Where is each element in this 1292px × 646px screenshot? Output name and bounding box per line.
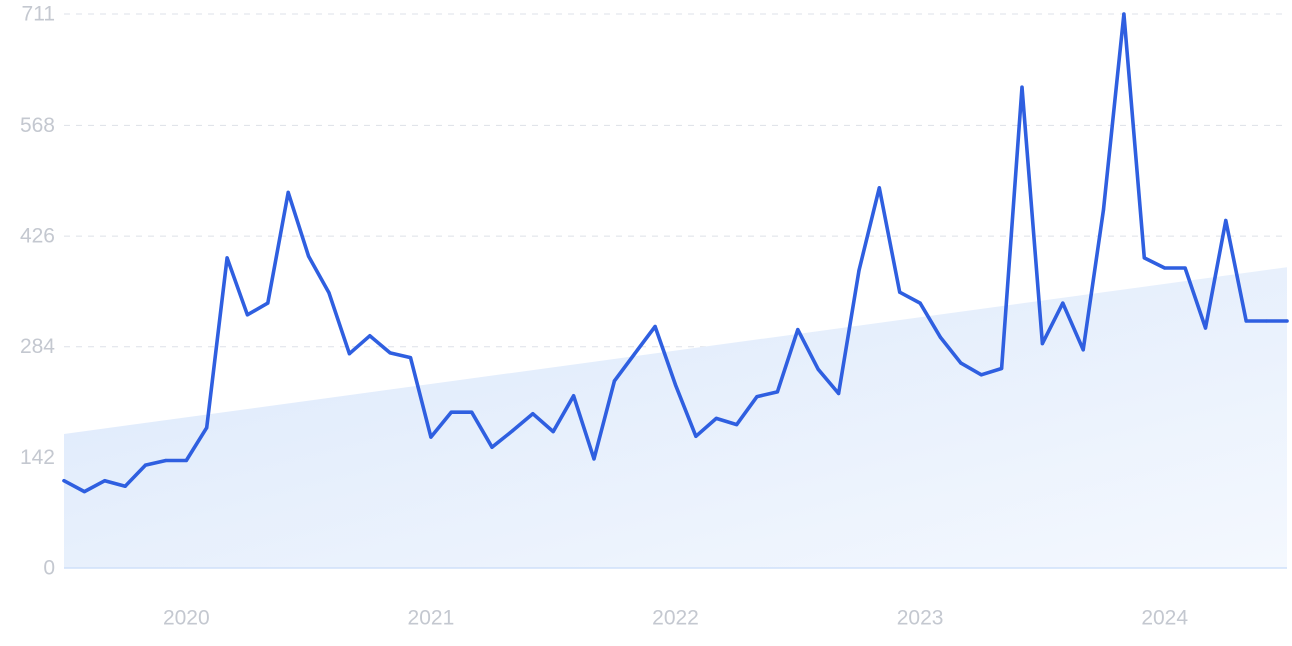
data-point-2020-02 bbox=[205, 426, 209, 430]
data-point-2021-11 bbox=[633, 352, 637, 356]
data-point-2024-07 bbox=[1285, 319, 1289, 323]
data-point-2024-03 bbox=[1203, 326, 1208, 330]
y-axis-ticks: 0 142 284 426 568 711 bbox=[20, 3, 55, 580]
data-point-2021-12 bbox=[653, 324, 657, 329]
data-point-2024-04 bbox=[1224, 218, 1228, 223]
data-point-2019-08 bbox=[82, 490, 86, 494]
x-tick-label-2022: 2022 bbox=[652, 607, 699, 630]
data-point-2020-01 bbox=[184, 458, 188, 463]
data-point-2021-02 bbox=[449, 410, 453, 414]
data-point-2020-11 bbox=[388, 351, 392, 355]
data-point-2023-09 bbox=[1081, 348, 1085, 352]
data-point-2022-06 bbox=[775, 390, 780, 394]
data-point-2020-09 bbox=[347, 352, 351, 356]
data-point-2023-05 bbox=[1000, 366, 1004, 371]
data-point-2022-08 bbox=[816, 367, 820, 371]
data-point-2022-05 bbox=[755, 395, 759, 399]
x-tick-label-2021: 2021 bbox=[408, 607, 455, 630]
data-point-2019-09 bbox=[103, 479, 107, 483]
data-point-2020-08 bbox=[327, 291, 331, 295]
trend-area bbox=[64, 267, 1287, 568]
data-point-2024-02 bbox=[1183, 266, 1187, 270]
data-point-2023-06 bbox=[1020, 85, 1024, 89]
trend-band bbox=[64, 267, 1287, 568]
data-point-2021-06 bbox=[531, 412, 535, 416]
x-axis-ticks: 2020 2021 2022 2023 2024 bbox=[163, 607, 1188, 630]
data-point-2020-06 bbox=[286, 190, 290, 194]
y-tick-label-426: 426 bbox=[20, 225, 55, 248]
data-point-2021-10 bbox=[612, 379, 617, 383]
data-point-2022-01 bbox=[673, 383, 678, 387]
data-point-2022-10 bbox=[857, 268, 861, 272]
data-point-2021-04 bbox=[490, 445, 494, 449]
data-point-2021-03 bbox=[470, 410, 474, 414]
data-point-2022-04 bbox=[735, 423, 739, 427]
y-tick-label-0: 0 bbox=[43, 557, 55, 580]
data-point-2023-03 bbox=[959, 361, 963, 365]
data-point-2022-12 bbox=[898, 290, 902, 294]
data-point-2019-11 bbox=[143, 463, 148, 467]
data-point-2021-09 bbox=[592, 457, 596, 461]
data-point-2023-04 bbox=[979, 373, 983, 377]
data-point-2019-10 bbox=[123, 484, 127, 488]
data-point-2022-11 bbox=[877, 186, 881, 190]
data-point-2023-01 bbox=[918, 301, 922, 305]
data-point-2021-05 bbox=[510, 429, 514, 433]
data-point-2023-11 bbox=[1122, 12, 1126, 16]
y-tick-label-711: 711 bbox=[22, 3, 55, 26]
data-point-2021-01 bbox=[429, 435, 433, 439]
data-point-2023-10 bbox=[1101, 208, 1106, 212]
data-point-2024-06 bbox=[1265, 319, 1269, 323]
data-point-2019-07 bbox=[62, 479, 66, 483]
y-tick-label-142: 142 bbox=[20, 446, 55, 469]
data-point-2021-07 bbox=[551, 430, 555, 434]
data-point-2022-09 bbox=[837, 391, 841, 396]
data-point-2020-05 bbox=[266, 301, 270, 305]
x-tick-label-2020: 2020 bbox=[163, 607, 210, 630]
data-point-2021-08 bbox=[572, 394, 576, 398]
data-point-2023-12 bbox=[1142, 256, 1146, 260]
data-point-2022-02 bbox=[694, 434, 698, 438]
data-point-2023-08 bbox=[1061, 301, 1065, 305]
data-point-2024-05 bbox=[1244, 319, 1248, 323]
data-point-2020-07 bbox=[307, 254, 311, 258]
data-point-2024-01 bbox=[1163, 266, 1167, 270]
data-point-2022-03 bbox=[714, 416, 718, 420]
data-point-2023-02 bbox=[938, 335, 943, 339]
data-point-2023-07 bbox=[1040, 342, 1044, 346]
y-tick-label-568: 568 bbox=[20, 114, 55, 137]
x-tick-label-2024: 2024 bbox=[1141, 607, 1188, 630]
y-tick-label-284: 284 bbox=[20, 335, 55, 358]
data-point-2020-04 bbox=[245, 313, 249, 317]
x-tick-label-2023: 2023 bbox=[897, 607, 944, 630]
data-point-2020-12 bbox=[408, 356, 413, 360]
data-point-2019-12 bbox=[164, 458, 168, 463]
data-point-2020-10 bbox=[368, 334, 372, 338]
data-point-2020-03 bbox=[225, 256, 229, 260]
series-points bbox=[62, 12, 1289, 494]
data-point-2022-07 bbox=[796, 328, 800, 332]
